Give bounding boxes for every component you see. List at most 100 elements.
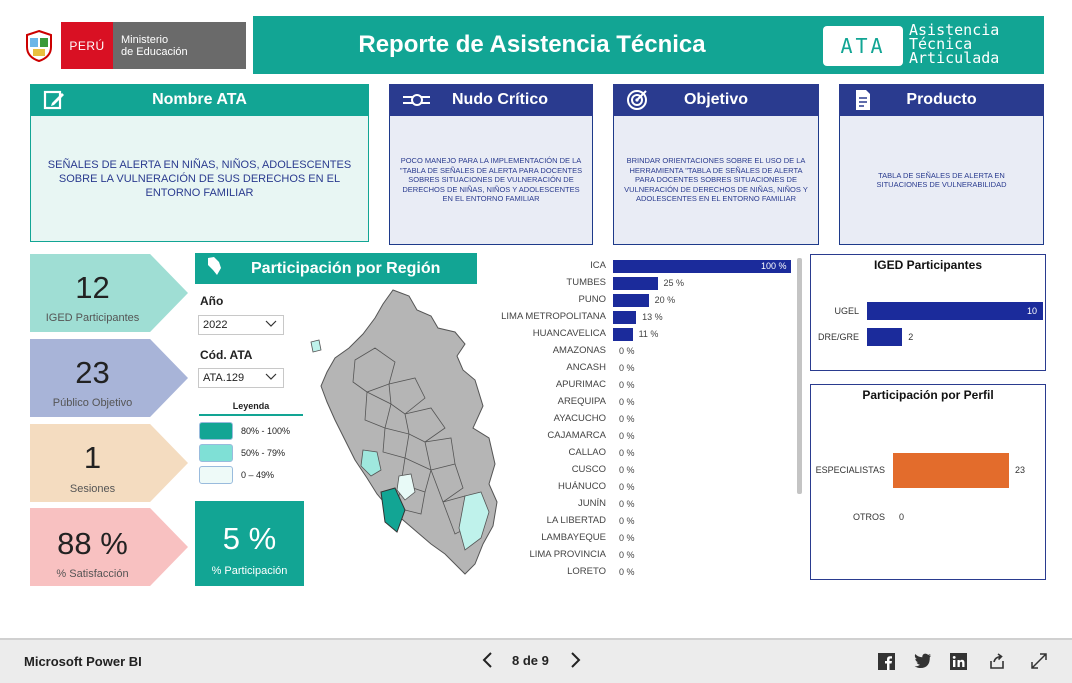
coat-of-arms-icon bbox=[17, 22, 61, 69]
region-name-label: TUMBES bbox=[566, 277, 606, 288]
code-select[interactable]: ATA.129 bbox=[198, 368, 284, 388]
iged-value-label: 2 bbox=[908, 332, 914, 342]
card-producto-body: TABLA DE SEÑALES DE ALERTA EN SITUACIONE… bbox=[839, 116, 1044, 245]
perfil-bar[interactable] bbox=[893, 453, 1009, 488]
iged-panel-title: IGED Participantes bbox=[873, 258, 983, 272]
powerbi-brand[interactable]: Microsoft Power BI bbox=[24, 654, 142, 669]
minedu-logo: PERÚ Ministerio de Educación bbox=[17, 22, 246, 69]
legend-label: 50% - 79% bbox=[241, 448, 286, 458]
ata-sub-line1: Asistencia bbox=[909, 21, 1000, 39]
region-value-label: 0 % bbox=[619, 414, 635, 424]
region-name-label: AMAZONAS bbox=[552, 345, 606, 356]
legend-title: Leyenda bbox=[199, 401, 303, 416]
region-bar[interactable] bbox=[613, 294, 649, 307]
region-bar-row[interactable]: CAJAMARCA 0 % bbox=[490, 428, 790, 445]
region-bar-row[interactable]: HUÁNUCO 0 % bbox=[490, 479, 790, 496]
kpi-sesiones: 1 Sesiones bbox=[30, 424, 188, 502]
region-bar-row[interactable]: CALLAO 0 % bbox=[490, 445, 790, 462]
legend-label: 0 – 49% bbox=[241, 470, 275, 480]
region-bar-row[interactable]: AMAZONAS 0 % bbox=[490, 343, 790, 360]
region-bar-row[interactable]: ANCASH 0 % bbox=[490, 360, 790, 377]
region-bar[interactable] bbox=[613, 311, 637, 324]
kpi-satisfaccion-value: 88 % bbox=[57, 526, 128, 561]
year-value: 2022 bbox=[203, 319, 228, 331]
region-scrollbar[interactable] bbox=[797, 258, 802, 494]
region-bar-row[interactable]: AREQUIPA 0 % bbox=[490, 394, 790, 411]
peru-map-icon bbox=[205, 256, 223, 281]
title-bar: Reporte de Asistencia Técnica ATA Asiste… bbox=[253, 16, 1044, 74]
region-bar-row[interactable]: JUNÍN 0 % bbox=[490, 496, 790, 513]
region-bar-row[interactable]: LIMA PROVINCIA 0 % bbox=[490, 547, 790, 564]
region-bar-row[interactable]: LORETO 0 % bbox=[490, 564, 790, 581]
region-value-label: 0 % bbox=[619, 363, 635, 373]
iged-category-label: UGEL bbox=[834, 306, 859, 316]
facebook-icon[interactable] bbox=[878, 653, 895, 675]
region-bar-row[interactable]: LA LIBERTAD 0 % bbox=[490, 513, 790, 530]
region-bar-row[interactable]: LIMA METROPOLITANA 13 % bbox=[490, 309, 790, 326]
next-page-icon[interactable] bbox=[568, 651, 582, 674]
legend-item: 50% - 79% bbox=[199, 442, 303, 464]
year-select[interactable]: 2022 bbox=[198, 315, 284, 335]
twitter-icon[interactable] bbox=[914, 653, 932, 674]
region-title: Participación por Región bbox=[251, 259, 441, 277]
chevron-down-icon bbox=[265, 319, 277, 331]
prev-page-icon[interactable] bbox=[481, 651, 495, 674]
region-bar[interactable] bbox=[613, 277, 658, 290]
region-value-label: 0 % bbox=[619, 567, 635, 577]
card-objetivo-body: BRINDAR ORIENTACIONES SOBRE EL USO DE LA… bbox=[613, 116, 819, 245]
kpi-publico-label: Público Objetivo bbox=[52, 397, 133, 409]
perfil-value-label: 23 bbox=[1015, 465, 1026, 475]
kpi-iged-value: 12 bbox=[75, 270, 110, 305]
powerbi-footer: Microsoft Power BI 8 de 9 bbox=[0, 638, 1072, 683]
fullscreen-icon[interactable] bbox=[1030, 652, 1048, 675]
region-bar-row[interactable]: CUSCO 0 % bbox=[490, 462, 790, 479]
share-icon[interactable] bbox=[988, 652, 1006, 675]
region-value-label: 13 % bbox=[642, 312, 663, 322]
region-name-label: LA LIBERTAD bbox=[546, 515, 606, 526]
region-value-label: 0 % bbox=[619, 431, 635, 441]
card-nudo-body: POCO MANEJO PARA LA IMPLEMENTACIÓN DE LA… bbox=[389, 116, 593, 245]
perfil-category-label: ESPECIALISTAS bbox=[815, 465, 885, 475]
kpi-iged-label: IGED Participantes bbox=[45, 312, 140, 324]
report-title: Reporte de Asistencia Técnica bbox=[358, 31, 706, 58]
kpi-sesiones-label: Sesiones bbox=[69, 483, 116, 495]
region-value-label: 0 % bbox=[619, 346, 635, 356]
region-value-label: 0 % bbox=[619, 550, 635, 560]
card-nudo-header: Nudo Crítico bbox=[389, 84, 593, 116]
region-bar-row[interactable]: HUANCAVELICA 11 % bbox=[490, 326, 790, 343]
region-value-label: 11 % bbox=[638, 329, 659, 339]
region-name-label: AYACUCHO bbox=[553, 413, 606, 424]
card-nombre-title: Nombre ATA bbox=[152, 91, 247, 108]
ministry-name: Ministerio de Educación bbox=[113, 22, 246, 69]
region-name-label: CUSCO bbox=[571, 464, 606, 475]
ata-badge-subtitle: Asistencia Técnica Articulada bbox=[909, 21, 1000, 66]
region-bar[interactable] bbox=[613, 328, 633, 341]
edit-icon bbox=[42, 88, 66, 112]
region-bar-row[interactable]: AYACUCHO 0 % bbox=[490, 411, 790, 428]
map-legend: Leyenda 80% - 100% 50% - 79% 0 – 49% bbox=[199, 401, 303, 486]
region-bar-row[interactable]: PUNO 20 % bbox=[490, 292, 790, 309]
region-value-label: 0 % bbox=[619, 516, 635, 526]
perfil-category-label: OTROS bbox=[852, 512, 885, 522]
kpi-sesiones-value: 1 bbox=[83, 440, 102, 475]
region-bar-row[interactable]: ICA 100 % bbox=[490, 258, 791, 275]
region-bar[interactable] bbox=[613, 260, 791, 273]
region-bar-row[interactable]: APURIMAC 0 % bbox=[490, 377, 790, 394]
card-nombre-header: Nombre ATA bbox=[30, 84, 369, 116]
region-name-label: JUNÍN bbox=[578, 498, 606, 509]
linkedin-icon[interactable] bbox=[950, 653, 967, 675]
region-value-label: 0 % bbox=[619, 397, 635, 407]
region-value-label: 20 % bbox=[654, 295, 676, 305]
region-value-label: 100 % bbox=[761, 261, 787, 271]
region-bar-row[interactable]: TUMBES 25 % bbox=[490, 275, 790, 292]
region-value-label: 0 % bbox=[619, 533, 635, 543]
iged-bar[interactable] bbox=[867, 302, 1043, 320]
legend-item: 80% - 100% bbox=[199, 420, 303, 442]
region-bar-row[interactable]: LAMBAYEQUE 0 % bbox=[490, 530, 790, 547]
chevron-down-icon bbox=[265, 372, 277, 384]
iged-bar[interactable] bbox=[867, 328, 903, 346]
peru-map[interactable] bbox=[305, 288, 500, 580]
card-objetivo-header: Objetivo bbox=[613, 84, 819, 116]
region-name-label: PUNO bbox=[578, 294, 606, 305]
legend-swatch bbox=[199, 422, 233, 440]
